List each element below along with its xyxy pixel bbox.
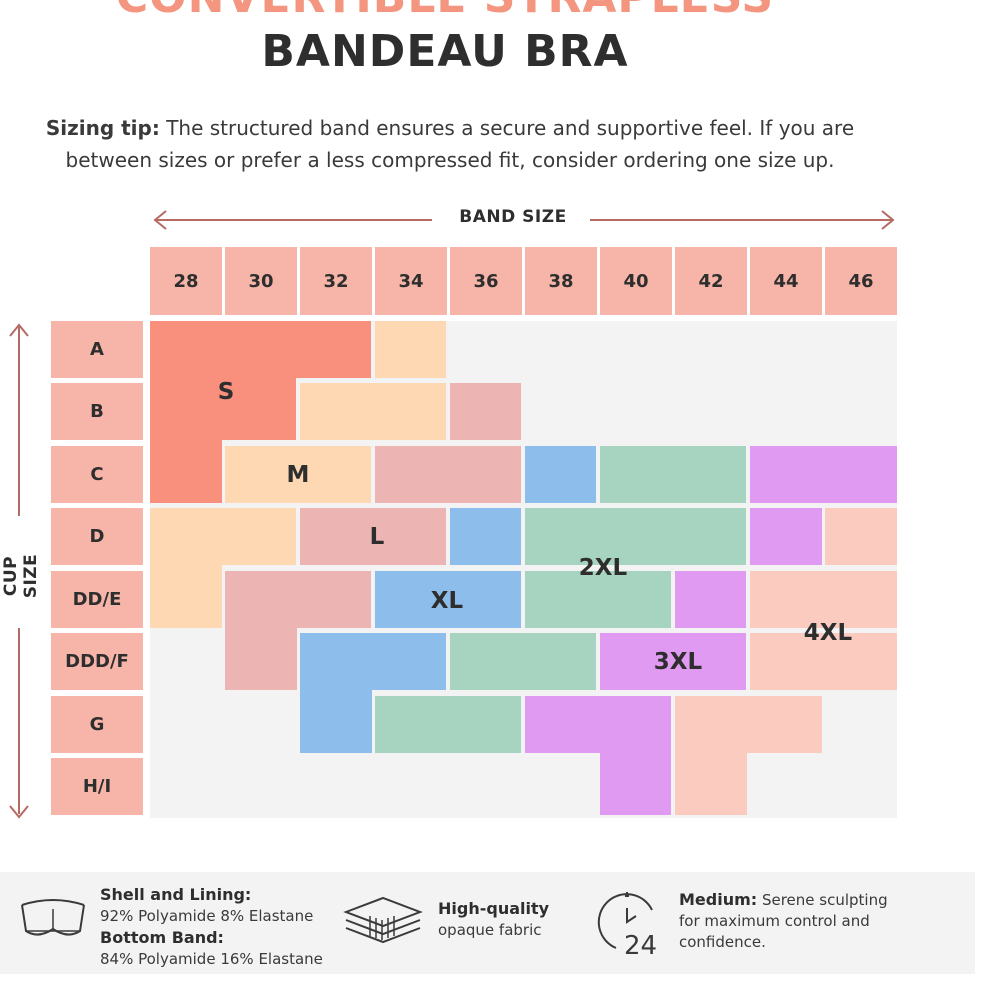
support-info: Medium: Serene sculpting for maximum con… bbox=[679, 889, 888, 953]
bra-icon bbox=[18, 895, 88, 945]
product-details-footer bbox=[0, 872, 975, 974]
bottom-band-value: 84% Polyamide 16% Elastane bbox=[100, 950, 323, 968]
band-size-cell: 30 bbox=[225, 247, 297, 315]
support-line-2: for maximum control and bbox=[679, 912, 870, 930]
sizing-tip: Sizing tip: The structured band ensures … bbox=[20, 112, 880, 176]
band-size-cell: 36 bbox=[450, 247, 522, 315]
title-line-1: CONVERTIBLE STRAPLESS bbox=[0, 0, 890, 23]
cup-size-cell: G bbox=[51, 696, 143, 753]
size-label-m: M bbox=[286, 462, 310, 488]
band-size-cell: 28 bbox=[150, 247, 222, 315]
support-title: Medium: bbox=[679, 890, 758, 909]
band-size-cell: 46 bbox=[825, 247, 897, 315]
size-label-4xl: 4XL bbox=[803, 620, 853, 646]
clock-24-icon: 24 bbox=[594, 888, 664, 962]
cup-size-cell: B bbox=[51, 383, 143, 440]
cup-size-cell: DD/E bbox=[51, 571, 143, 628]
cup-size-cell: A bbox=[51, 321, 143, 378]
band-size-cell: 40 bbox=[600, 247, 672, 315]
sizing-tip-text-2: between sizes or prefer a less compresse… bbox=[65, 148, 835, 172]
size-label-3xl: 3XL bbox=[653, 649, 703, 675]
page-title: BANDEAU BRA bbox=[261, 26, 629, 77]
band-size-cell: 38 bbox=[525, 247, 597, 315]
band-size-cell: 44 bbox=[750, 247, 822, 315]
material-info: Shell and Lining: 92% Polyamide 8% Elast… bbox=[100, 884, 323, 970]
fabric-info: High-quality opaque fabric bbox=[438, 898, 549, 941]
size-label-2xl: 2XL bbox=[578, 555, 628, 581]
support-line-3: confidence. bbox=[679, 933, 766, 951]
size-label-l: L bbox=[369, 524, 385, 550]
cup-size-cell: C bbox=[51, 446, 143, 503]
shell-lining-title: Shell and Lining: bbox=[100, 885, 252, 904]
cup-size-cell: DDD/F bbox=[51, 633, 143, 690]
fabric-layers-icon bbox=[340, 892, 426, 952]
cup-size-label: CUP SIZE bbox=[1, 553, 41, 599]
size-label-s: S bbox=[217, 379, 235, 405]
bottom-band-title: Bottom Band: bbox=[100, 928, 224, 947]
sizing-tip-text-1: The structured band ensures a secure and… bbox=[166, 116, 855, 140]
cup-size-cell: H/I bbox=[51, 758, 143, 815]
sizing-tip-label: Sizing tip: bbox=[45, 116, 160, 140]
band-size-label: BAND SIZE bbox=[440, 207, 586, 227]
cup-size-cell: D bbox=[51, 508, 143, 565]
size-label-xl: XL bbox=[430, 588, 464, 614]
fabric-value: opaque fabric bbox=[438, 921, 542, 939]
shell-lining-value: 92% Polyamide 8% Elastane bbox=[100, 907, 314, 925]
support-line-1: Serene sculpting bbox=[761, 891, 888, 909]
fabric-title: High-quality bbox=[438, 899, 550, 918]
clock-number: 24 bbox=[624, 931, 657, 958]
band-size-cell: 42 bbox=[675, 247, 747, 315]
band-size-cell: 34 bbox=[375, 247, 447, 315]
band-size-cell: 32 bbox=[300, 247, 372, 315]
